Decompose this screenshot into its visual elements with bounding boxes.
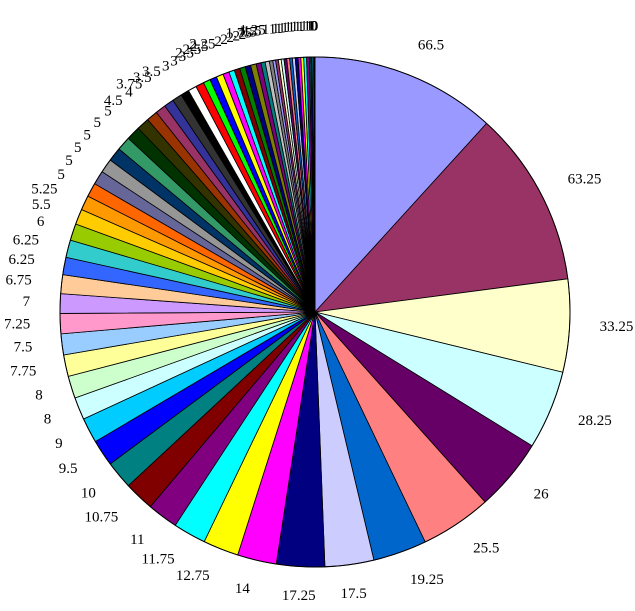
slice-label: 19.25 xyxy=(410,572,444,588)
slice-label: 1.5 xyxy=(243,23,262,39)
slice-label: 17.5 xyxy=(341,586,367,602)
slice-label: 7.75 xyxy=(10,363,36,379)
slice-label: 1 xyxy=(297,19,305,35)
slice-label: 2 xyxy=(220,32,228,48)
slice-label: 3 xyxy=(170,54,178,70)
slice-label: 7 xyxy=(23,294,31,310)
slice-label: 33.25 xyxy=(600,319,634,335)
slice-label: 5 xyxy=(57,167,65,183)
slice-label: 8 xyxy=(44,411,52,427)
slice-label: 12.75 xyxy=(176,568,210,584)
slice-label: 2.5 xyxy=(175,45,194,61)
slice-label: 1.75 xyxy=(226,26,252,42)
slice-label: 6.25 xyxy=(8,252,34,268)
slice-label: 26 xyxy=(534,486,550,502)
slice-label: 1 xyxy=(288,19,296,35)
slice-label: 9 xyxy=(55,436,63,452)
slice-label: 5.25 xyxy=(31,181,57,197)
slice-label: 0 xyxy=(311,18,319,34)
slice-label: 66.5 xyxy=(418,38,444,54)
slice-label: 2 xyxy=(226,30,234,46)
slice-label: 4.5 xyxy=(104,93,123,109)
slice-label: 4 xyxy=(125,84,133,100)
slice-label: 1.5 xyxy=(238,24,257,40)
slice-label: 1 xyxy=(294,19,302,35)
slice-label: 1 xyxy=(262,22,270,38)
slice-label: 2 xyxy=(239,27,247,43)
slice-label: 10.75 xyxy=(85,510,119,526)
slice-label: 17.25 xyxy=(282,588,316,604)
slice-label: 10 xyxy=(81,486,96,502)
slice-label: 11.75 xyxy=(141,551,174,567)
pie-outline xyxy=(59,56,571,568)
slice-label: 6.75 xyxy=(5,272,31,288)
slice-label: 1 xyxy=(275,21,283,37)
slice-label: 2 xyxy=(214,34,222,50)
slice-label: 3 xyxy=(179,49,187,65)
slice-label: 28.25 xyxy=(578,413,612,429)
slice-label: 1 xyxy=(306,18,314,34)
slice-label: 11 xyxy=(130,532,144,548)
slice-label: 1 xyxy=(309,18,317,34)
slice-label: 1 xyxy=(303,19,311,35)
slice-label: 5 xyxy=(83,127,91,143)
slice-label: 6 xyxy=(37,214,45,230)
slice-label: 1 xyxy=(291,19,299,35)
slice-label: 25.5 xyxy=(473,541,499,557)
slice-label: 2.5 xyxy=(190,39,209,55)
slice-label: 1 xyxy=(300,19,308,35)
slice-label: 5 xyxy=(65,153,73,169)
slice-label: 1.25 xyxy=(240,23,266,39)
slice-label: 2.25 xyxy=(189,36,215,52)
slice-label: 3.5 xyxy=(133,70,152,86)
pie-slices xyxy=(59,56,571,568)
slice-label: 5 xyxy=(74,140,82,156)
slice-label: 0 xyxy=(310,18,318,34)
slice-label: 3.75 xyxy=(116,77,142,93)
slice-label: 8 xyxy=(35,388,43,404)
pie-labels: 66.563.2533.2528.252625.519.2517.517.251… xyxy=(4,18,633,604)
slice-label: 5.5 xyxy=(32,197,51,213)
slice-label: 1 xyxy=(278,20,286,36)
slice-label: 2 xyxy=(232,28,240,44)
slice-label: 3 xyxy=(162,58,170,74)
slice-label: 1 xyxy=(281,20,289,36)
slice-label: 7.5 xyxy=(14,340,33,356)
slice-label: 5 xyxy=(94,115,102,131)
slice-label: 6.25 xyxy=(13,233,39,249)
slice-label: 3.5 xyxy=(142,64,161,80)
slice-label: 1 xyxy=(272,21,280,37)
slice-label: 9.5 xyxy=(59,461,78,477)
slice-label: 1 xyxy=(307,18,315,34)
slice-label: 7.25 xyxy=(4,316,30,332)
slice-label: 1 xyxy=(284,20,292,36)
slice-label: 63.25 xyxy=(568,171,602,187)
slice-label: 2.5 xyxy=(182,42,201,58)
slice-label: 5 xyxy=(104,104,112,120)
slice-label: 14 xyxy=(235,581,251,597)
slice-label: 1 xyxy=(269,22,277,38)
